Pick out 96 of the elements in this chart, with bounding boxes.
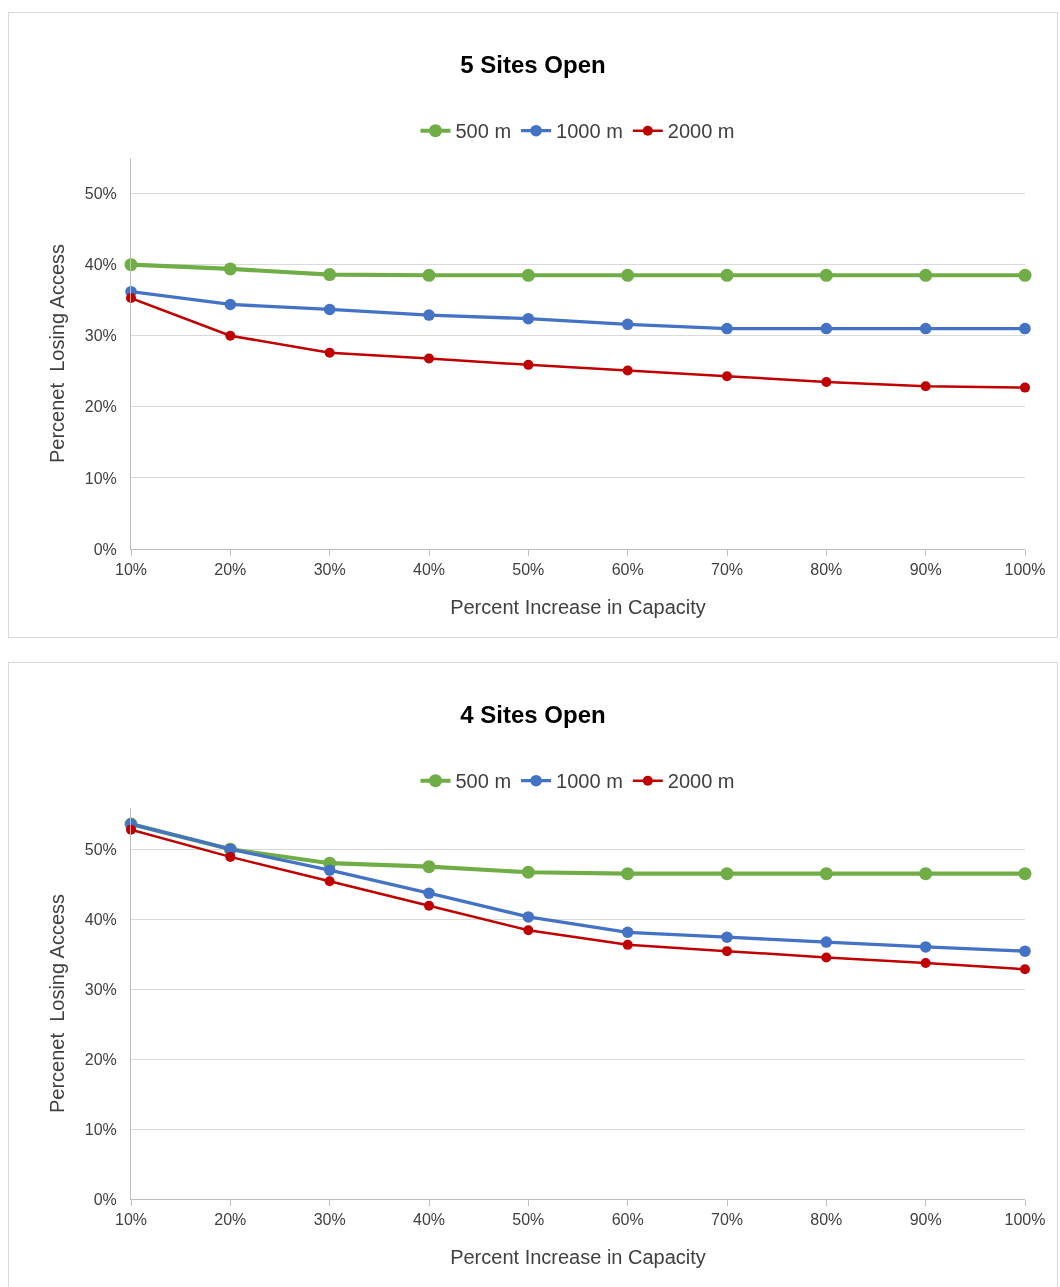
- x-tick-label: 100%: [1004, 1211, 1046, 1229]
- x-tick-label: 50%: [512, 561, 545, 579]
- point: [721, 931, 733, 943]
- point: [622, 939, 633, 950]
- point: [1019, 945, 1031, 957]
- point: [225, 330, 236, 341]
- point: [522, 312, 535, 325]
- legend-label: 2000 m: [667, 770, 735, 793]
- point: [621, 268, 635, 282]
- point: [821, 376, 832, 387]
- y-tick-label: 50%: [84, 185, 117, 203]
- y-tick-label: 50%: [84, 841, 117, 859]
- point: [521, 865, 535, 879]
- legend-label: 1000 m: [556, 770, 623, 793]
- chart-title: 5 Sites Open: [460, 51, 606, 79]
- point: [1020, 382, 1030, 393]
- point: [1018, 867, 1032, 881]
- x-tick-label: 90%: [909, 561, 942, 579]
- x-axis-title: Percent Increase in Capacity: [450, 595, 706, 618]
- x-tick-label: 80%: [810, 561, 843, 579]
- point: [422, 268, 436, 282]
- x-tick-label: 60%: [611, 561, 644, 579]
- x-tick-label: 70%: [710, 561, 744, 579]
- point: [919, 322, 932, 335]
- y-tick-label: 30%: [84, 327, 117, 345]
- point: [819, 867, 833, 881]
- point: [1020, 964, 1030, 975]
- y-tick-label: 40%: [84, 256, 117, 274]
- x-tick-label: 30%: [313, 561, 346, 579]
- point: [523, 359, 534, 370]
- point: [919, 268, 933, 282]
- y-tick-label: 0%: [93, 1190, 117, 1208]
- point: [1019, 322, 1031, 335]
- x-tick-label: 30%: [313, 1211, 346, 1229]
- point: [919, 867, 933, 881]
- point: [720, 867, 734, 881]
- y-tick-label: 30%: [84, 981, 117, 999]
- point: [523, 925, 534, 936]
- point: [722, 371, 732, 382]
- point: [621, 867, 635, 881]
- x-tick-label: 40%: [412, 1211, 446, 1229]
- x-tick-label: 10%: [114, 1211, 148, 1229]
- x-tick-label: 100%: [1004, 561, 1046, 579]
- x-tick-label: 20%: [214, 561, 247, 579]
- legend-label: 2000 m: [667, 120, 735, 143]
- point: [424, 900, 434, 911]
- point: [224, 298, 237, 311]
- x-tick-label: 60%: [611, 1211, 644, 1229]
- point: [821, 952, 832, 963]
- point: [722, 946, 732, 957]
- point: [721, 322, 733, 335]
- y-tick-label: 20%: [84, 398, 117, 416]
- y-tick-label: 0%: [93, 540, 117, 558]
- point: [920, 381, 931, 392]
- x-tick-label: 50%: [512, 1211, 545, 1229]
- chart-title: 4 Sites Open: [460, 701, 606, 729]
- y-tick-label: 20%: [84, 1050, 117, 1068]
- x-tick-label: 70%: [710, 1211, 744, 1229]
- point: [820, 936, 833, 948]
- x-tick-label: 90%: [909, 1211, 942, 1229]
- legend-label: 500 m: [455, 770, 512, 793]
- point: [323, 864, 336, 876]
- point: [424, 353, 434, 364]
- point: [422, 860, 436, 874]
- y-tick-label: 10%: [84, 469, 117, 487]
- point: [323, 268, 337, 282]
- point: [522, 911, 535, 923]
- point: [323, 303, 336, 316]
- legend-label: 1000 m: [556, 120, 623, 143]
- point: [1018, 268, 1032, 282]
- y-axis-title: Percenet Losing Access: [46, 893, 69, 1114]
- point: [126, 293, 136, 304]
- x-axis-title: Percent Increase in Capacity: [450, 1245, 706, 1268]
- point: [919, 941, 932, 953]
- point: [324, 876, 335, 887]
- point: [622, 365, 633, 376]
- point: [820, 322, 833, 335]
- y-axis-title: Percenet Losing Access: [46, 243, 69, 464]
- point: [423, 309, 435, 321]
- point: [621, 926, 634, 939]
- x-tick-label: 10%: [114, 561, 148, 579]
- point: [225, 851, 236, 862]
- point: [920, 958, 931, 968]
- point: [223, 262, 237, 276]
- legend-label: 500 m: [455, 120, 512, 143]
- point: [324, 347, 335, 358]
- y-tick-label: 10%: [84, 1120, 117, 1138]
- x-tick-label: 80%: [810, 1211, 843, 1229]
- x-tick-label: 20%: [214, 1211, 247, 1229]
- point: [621, 318, 634, 331]
- y-tick-label: 40%: [84, 911, 117, 929]
- point: [521, 268, 535, 282]
- point: [423, 887, 435, 899]
- point: [819, 268, 833, 282]
- x-tick-label: 40%: [412, 561, 446, 579]
- point: [720, 268, 734, 282]
